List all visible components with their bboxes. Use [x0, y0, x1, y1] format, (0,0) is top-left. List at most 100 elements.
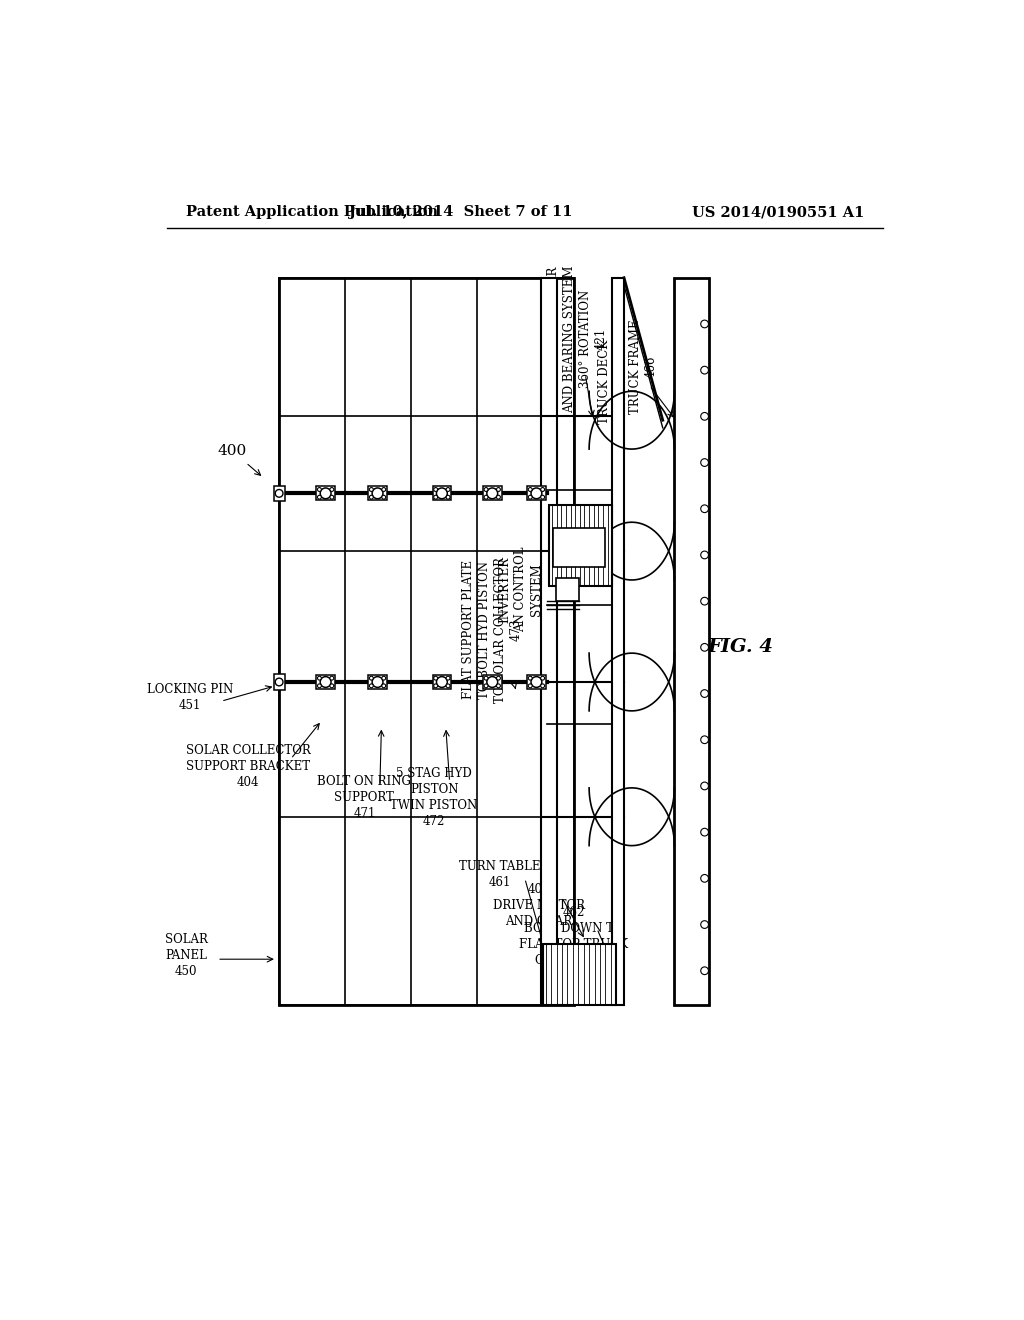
Circle shape [434, 684, 437, 688]
Circle shape [370, 676, 374, 680]
Circle shape [317, 487, 322, 491]
Text: 400: 400 [218, 444, 247, 458]
Circle shape [446, 487, 450, 491]
Circle shape [370, 487, 374, 491]
Bar [612, 277, 624, 1006]
Bar [527, 675, 546, 689]
Bar [280, 277, 573, 1006]
Bar [432, 487, 452, 500]
Circle shape [700, 552, 709, 558]
Text: SOLAR
PANEL
450: SOLAR PANEL 450 [165, 933, 208, 978]
Text: 405
DRIVE MOTOR
AND GEAR: 405 DRIVE MOTOR AND GEAR [493, 883, 585, 928]
Circle shape [700, 689, 709, 697]
Circle shape [700, 597, 709, 605]
Circle shape [370, 495, 374, 499]
Circle shape [275, 678, 283, 686]
Circle shape [541, 487, 545, 491]
Text: LOCKING PIN
451: LOCKING PIN 451 [146, 682, 233, 711]
Circle shape [330, 487, 334, 491]
Circle shape [486, 677, 498, 688]
Circle shape [446, 684, 450, 688]
Circle shape [317, 684, 322, 688]
Circle shape [382, 676, 386, 680]
Bar [432, 675, 452, 689]
Bar [273, 486, 285, 502]
Circle shape [484, 487, 488, 491]
Bar [543, 944, 616, 1006]
Bar [316, 487, 335, 500]
Circle shape [382, 487, 386, 491]
Circle shape [528, 676, 532, 680]
Text: FIG. 4: FIG. 4 [708, 639, 773, 656]
Circle shape [541, 495, 545, 499]
Text: INVERTER
AN CONTROL
SYSTEM
417: INVERTER AN CONTROL SYSTEM 417 [498, 546, 559, 632]
Bar [675, 277, 710, 1006]
Bar [556, 578, 579, 601]
Circle shape [434, 495, 437, 499]
Circle shape [531, 488, 542, 499]
Circle shape [434, 487, 437, 491]
Circle shape [330, 676, 334, 680]
Circle shape [528, 684, 532, 688]
Text: Patent Application Publication: Patent Application Publication [186, 206, 438, 219]
Circle shape [382, 684, 386, 688]
Circle shape [700, 459, 709, 466]
Circle shape [700, 367, 709, 374]
Bar [316, 675, 335, 689]
Text: Jul. 10, 2014  Sheet 7 of 11: Jul. 10, 2014 Sheet 7 of 11 [349, 206, 573, 219]
Circle shape [372, 488, 383, 499]
Circle shape [382, 495, 386, 499]
Circle shape [484, 684, 488, 688]
Circle shape [436, 677, 447, 688]
Text: TURN TABLE
461: TURN TABLE 461 [459, 861, 541, 888]
Circle shape [497, 487, 501, 491]
Bar [483, 675, 502, 689]
Circle shape [700, 321, 709, 327]
Circle shape [330, 684, 334, 688]
Circle shape [700, 504, 709, 512]
Text: TRUCK FRAME
466: TRUCK FRAME 466 [629, 319, 657, 413]
Text: TRUCK DECK
465: TRUCK DECK 465 [598, 339, 627, 424]
Circle shape [321, 488, 331, 499]
Circle shape [541, 684, 545, 688]
Circle shape [446, 676, 450, 680]
Text: ROTATING SLEW GEAR
AND BEARING SYSTEM
360° ROTATION
421: ROTATING SLEW GEAR AND BEARING SYSTEM 36… [547, 265, 608, 413]
Circle shape [700, 966, 709, 974]
Circle shape [497, 684, 501, 688]
Circle shape [446, 495, 450, 499]
Circle shape [370, 684, 374, 688]
Circle shape [700, 829, 709, 836]
Circle shape [528, 487, 532, 491]
Circle shape [436, 488, 447, 499]
Circle shape [321, 677, 331, 688]
Text: 462
BOLT DOWN TO
FLAT TOP TRUCK
OR TRAILER: 462 BOLT DOWN TO FLAT TOP TRUCK OR TRAIL… [519, 906, 628, 966]
Text: US 2014/0190551 A1: US 2014/0190551 A1 [692, 206, 864, 219]
Text: SOLAR COLLECTOR
SUPPORT BRACKET
404: SOLAR COLLECTOR SUPPORT BRACKET 404 [185, 744, 310, 789]
Circle shape [317, 676, 322, 680]
Circle shape [484, 676, 488, 680]
Bar [553, 528, 605, 566]
Circle shape [700, 874, 709, 882]
Circle shape [275, 490, 283, 498]
Circle shape [528, 495, 532, 499]
Bar [549, 504, 612, 586]
Circle shape [497, 676, 501, 680]
Circle shape [531, 677, 542, 688]
Bar [541, 277, 557, 1006]
Circle shape [700, 781, 709, 789]
Bar [527, 487, 546, 500]
Bar [483, 487, 502, 500]
Circle shape [700, 644, 709, 651]
Bar [369, 675, 387, 689]
Circle shape [700, 921, 709, 928]
Circle shape [317, 495, 322, 499]
Bar [369, 487, 387, 500]
Circle shape [541, 676, 545, 680]
Circle shape [330, 495, 334, 499]
Circle shape [486, 488, 498, 499]
Circle shape [434, 676, 437, 680]
Circle shape [497, 495, 501, 499]
Circle shape [700, 737, 709, 743]
Circle shape [372, 677, 383, 688]
Text: BOLT ON RING
SUPPORT
471: BOLT ON RING SUPPORT 471 [317, 775, 412, 820]
